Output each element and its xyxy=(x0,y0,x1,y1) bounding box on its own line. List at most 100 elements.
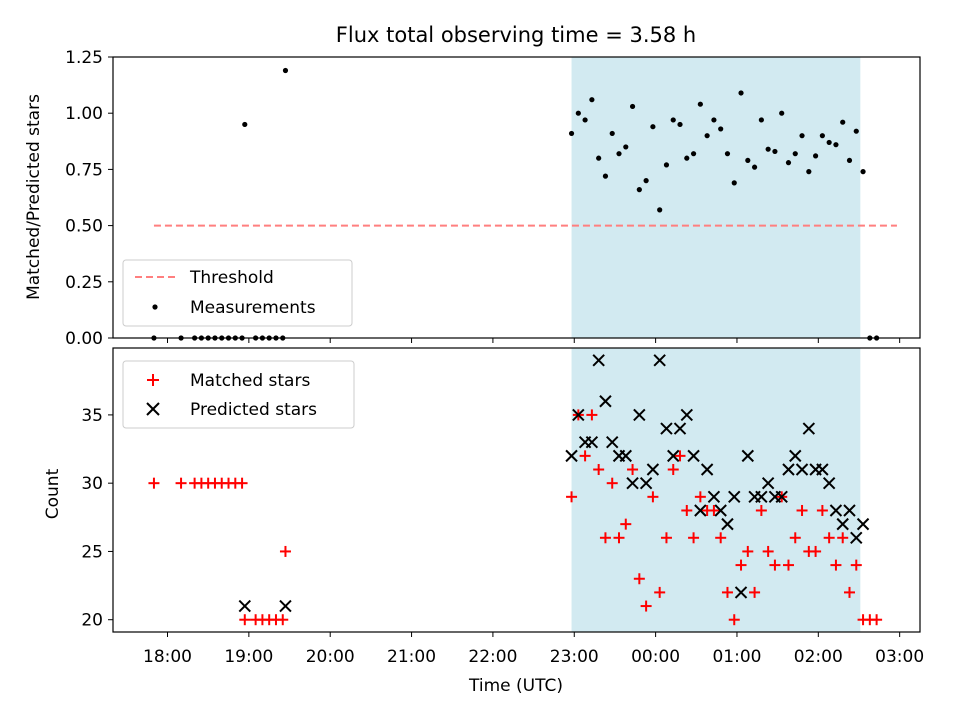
measurement-point xyxy=(629,103,636,110)
predicted-marker-b xyxy=(721,517,734,531)
top-legend: Threshold Measurements xyxy=(122,259,353,327)
predicted-star-marker xyxy=(734,586,748,599)
predicted-marker-b xyxy=(761,476,775,490)
predicted-marker-b xyxy=(789,449,802,463)
measurement-point xyxy=(745,157,751,164)
matched-star-marker xyxy=(175,477,187,489)
predicted-star-marker xyxy=(721,517,734,531)
matched-star-marker xyxy=(823,532,835,544)
matched-star-marker xyxy=(789,532,801,544)
measurement-point xyxy=(826,139,832,146)
predicted-star-marker xyxy=(822,476,836,490)
predicted-star-marker xyxy=(646,463,660,476)
measurement-point xyxy=(616,151,622,157)
matched-star-marker xyxy=(566,491,578,503)
predicted-marker-b xyxy=(694,504,707,517)
measurement-point xyxy=(840,119,846,125)
y-tick-label: 1.00 xyxy=(65,104,103,124)
predicted-marker-b xyxy=(606,436,619,449)
measurement-point xyxy=(650,124,656,130)
matched-star-marker xyxy=(762,545,774,557)
predicted-star-marker xyxy=(789,449,802,463)
legend-threshold-label: Threshold xyxy=(189,268,274,288)
matched-star-marker xyxy=(613,532,625,544)
measurement-point xyxy=(596,155,602,161)
measurement-point xyxy=(792,151,798,157)
matched-star-marker xyxy=(627,464,639,476)
measurement-point xyxy=(812,153,819,159)
predicted-star-marker xyxy=(741,449,755,463)
matched-star-marker xyxy=(688,532,700,544)
predicted-star-marker xyxy=(572,408,585,422)
matched-star-marker xyxy=(850,559,862,571)
predicted-star-marker xyxy=(687,449,700,463)
y-tick-label: 0.00 xyxy=(65,329,103,349)
y-tick-label: 0.25 xyxy=(65,273,103,293)
predicted-star-marker xyxy=(673,422,687,435)
predicted-marker-b xyxy=(700,463,714,476)
predicted-marker-b xyxy=(572,408,585,422)
legend-measurements-swatch xyxy=(152,304,158,310)
matched-star-marker xyxy=(599,532,611,544)
x-tick-label: 03:00 xyxy=(875,647,924,667)
measurement-point xyxy=(697,101,703,107)
matched-star-marker xyxy=(721,586,733,598)
predicted-star-marker xyxy=(843,504,856,517)
measurement-point xyxy=(819,133,825,139)
measurement-point xyxy=(853,128,859,134)
predicted-marker-b xyxy=(836,517,849,531)
matched-star-marker xyxy=(871,614,883,626)
predicted-marker-b xyxy=(782,463,795,476)
predicted-marker-b xyxy=(728,490,741,504)
predicted-marker-b xyxy=(653,354,666,367)
predicted-star-marker xyxy=(761,476,775,490)
x-tick-label: 02:00 xyxy=(794,647,843,667)
top-legend-box xyxy=(122,259,353,327)
matched-star-marker xyxy=(674,450,686,462)
measurement-point xyxy=(751,164,758,170)
predicted-star-marker xyxy=(700,463,714,476)
predicted-marker-b xyxy=(646,463,660,476)
predicted-marker-b xyxy=(687,449,700,463)
matched-star-marker xyxy=(633,573,645,585)
predicted-star-marker xyxy=(599,395,612,408)
measurement-point xyxy=(663,162,670,168)
matched-star-marker xyxy=(735,559,747,571)
predicted-marker-b xyxy=(816,463,829,476)
legend-predicted-swatch xyxy=(146,402,160,416)
predicted-marker-b xyxy=(822,476,836,490)
predicted-marker-b xyxy=(755,490,768,504)
measurement-point xyxy=(657,207,663,213)
matched-star-marker xyxy=(277,614,289,626)
x-tick-label: 19:00 xyxy=(224,647,273,667)
predicted-star-marker xyxy=(653,354,666,367)
predicted-star-marker xyxy=(856,517,870,531)
x-tick-label: 01:00 xyxy=(712,647,761,667)
predicted-star-marker xyxy=(728,490,741,504)
x-tick-label: 18:00 xyxy=(143,647,192,667)
measurement-point xyxy=(670,117,676,123)
x-tick-label: 20:00 xyxy=(306,647,355,667)
measurement-point xyxy=(623,144,629,150)
matched-star-marker xyxy=(620,518,632,530)
measurement-point xyxy=(568,130,575,137)
x-axis-label: Time (UTC) xyxy=(468,676,563,696)
matched-star-marker xyxy=(667,464,679,476)
matched-star-marker xyxy=(816,504,828,516)
y-tick-label: 1.25 xyxy=(65,48,103,68)
matched-star-marker xyxy=(681,504,693,516)
ratio-panel: Flux total observing time = 3.58 h 0.00 0… xyxy=(24,23,921,349)
matched-star-marker xyxy=(810,545,822,557)
predicted-marker-b xyxy=(802,422,816,435)
measurement-point xyxy=(758,117,764,123)
matched-star-marker xyxy=(782,559,794,571)
predicted-marker-b xyxy=(795,463,809,476)
bottom-axes-frame xyxy=(112,347,921,633)
x-tick-label: 00:00 xyxy=(631,647,680,667)
predicted-star-marker xyxy=(829,504,843,517)
legend-predicted-label: Predicted stars xyxy=(190,400,317,420)
predicted-marker-b xyxy=(856,517,870,531)
measurement-point xyxy=(282,67,289,74)
predicted-marker-b xyxy=(633,408,646,422)
matched-star-marker xyxy=(606,477,618,489)
